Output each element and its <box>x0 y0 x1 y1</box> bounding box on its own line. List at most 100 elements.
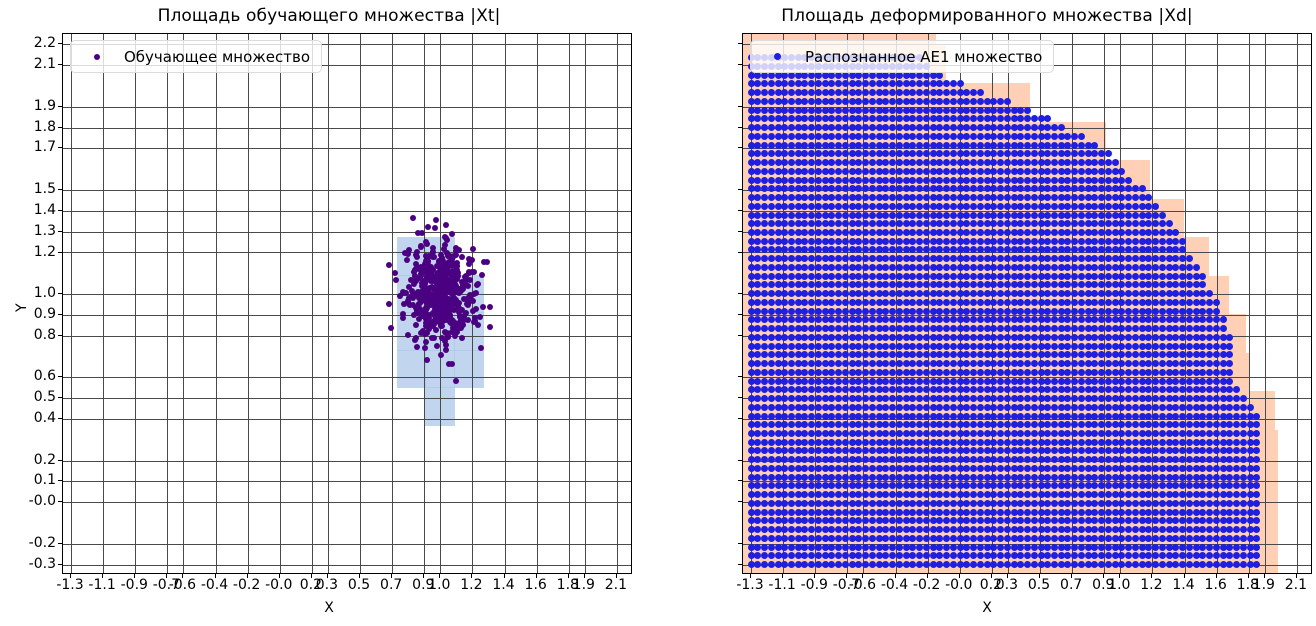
scatter-point <box>1111 473 1119 481</box>
scatter-point <box>909 534 917 542</box>
scatter-point <box>1057 307 1065 315</box>
scatter-point <box>916 473 924 481</box>
scatter-point <box>814 220 822 228</box>
scatter-point <box>902 351 910 359</box>
scatter-point <box>1192 395 1200 403</box>
scatter-point <box>754 316 762 324</box>
legend-right[interactable]: Распознанное AE1 множество <box>750 40 1055 73</box>
scatter-point <box>1185 403 1193 411</box>
scatter-point <box>1098 447 1106 455</box>
scatter-point <box>1118 342 1126 350</box>
scatter-point <box>835 508 843 516</box>
scatter-point <box>922 202 930 210</box>
scatter-point <box>956 325 964 333</box>
scatter-point <box>808 124 816 132</box>
scatter-point <box>963 456 971 464</box>
scatter-point <box>767 124 775 132</box>
scatter-point <box>474 321 481 328</box>
scatter-point <box>1017 412 1025 420</box>
scatter-point <box>1037 499 1045 507</box>
scatter-point <box>862 159 870 167</box>
scatter-point <box>1246 403 1254 411</box>
scatter-point <box>1077 403 1085 411</box>
scatter-point <box>1192 543 1200 551</box>
scatter-point <box>1030 421 1038 429</box>
scatter-point <box>1017 237 1025 245</box>
scatter-point <box>976 499 984 507</box>
scatter-point <box>801 194 809 202</box>
scatter-point <box>929 456 937 464</box>
scatter-point <box>1010 473 1018 481</box>
scatter-point <box>1212 342 1220 350</box>
scatter-point <box>922 499 930 507</box>
scatter-point <box>1003 377 1011 385</box>
scatter-point <box>1044 403 1052 411</box>
scatter-point <box>1145 272 1153 280</box>
legend-left[interactable]: Обучающее множество <box>70 40 323 73</box>
scatter-point <box>828 298 836 306</box>
scatter-point <box>1057 246 1065 254</box>
scatter-point <box>943 351 951 359</box>
scatter-point <box>1233 464 1241 472</box>
scatter-point <box>1091 491 1099 499</box>
scatter-point <box>929 421 937 429</box>
scatter-point <box>794 159 802 167</box>
scatter-point <box>841 220 849 228</box>
scatter-point <box>1064 272 1072 280</box>
scatter-point <box>970 473 978 481</box>
scatter-point <box>1064 281 1072 289</box>
scatter-point <box>1158 491 1166 499</box>
scatter-point <box>855 194 863 202</box>
scatter-point <box>1111 395 1119 403</box>
scatter-point <box>895 263 903 271</box>
scatter-point <box>1057 298 1065 306</box>
scatter-point <box>889 482 897 490</box>
scatter-point <box>848 298 856 306</box>
scatter-point <box>1024 211 1032 219</box>
scatter-point <box>997 281 1005 289</box>
scatter-point <box>997 246 1005 254</box>
scatter-point <box>821 456 829 464</box>
scatter-point <box>1017 526 1025 534</box>
scatter-point <box>916 290 924 298</box>
scatter-point <box>781 386 789 394</box>
scatter-point <box>1030 229 1038 236</box>
scatter-point <box>1118 237 1126 245</box>
scatter-point <box>411 272 418 279</box>
scatter-point <box>956 517 964 525</box>
scatter-point <box>1145 194 1153 202</box>
scatter-point <box>794 456 802 464</box>
scatter-point <box>848 342 856 350</box>
scatter-point <box>774 97 782 105</box>
scatter-point <box>1057 185 1065 193</box>
scatter-point <box>1206 333 1214 341</box>
scatter-point <box>895 71 903 79</box>
scatter-point <box>841 194 849 202</box>
scatter-point <box>1003 159 1011 167</box>
scatter-point <box>787 316 795 324</box>
y-tick-label: -0.2 <box>28 534 56 551</box>
scatter-point <box>781 491 789 499</box>
scatter-point <box>1253 473 1261 481</box>
scatter-point <box>747 167 755 175</box>
scatter-point <box>1185 360 1193 368</box>
scatter-point <box>1091 360 1099 368</box>
scatter-point <box>1104 194 1112 202</box>
scatter-point <box>1158 534 1166 542</box>
scatter-point <box>808 447 816 455</box>
scatter-point <box>1017 106 1025 114</box>
scatter-point <box>1152 430 1160 437</box>
scatter-point <box>1003 543 1011 551</box>
scatter-point <box>1050 534 1058 542</box>
scatter-point <box>1131 342 1139 350</box>
scatter-point <box>1024 342 1032 350</box>
scatter-point <box>1111 333 1119 341</box>
scatter-point <box>1206 534 1214 542</box>
scatter-point <box>1152 360 1160 368</box>
scatter-point <box>976 290 984 298</box>
scatter-point <box>889 561 897 569</box>
scatter-point <box>1199 526 1207 534</box>
scatter-point <box>445 334 452 341</box>
scatter-point <box>1084 167 1092 175</box>
scatter-point <box>997 115 1005 123</box>
